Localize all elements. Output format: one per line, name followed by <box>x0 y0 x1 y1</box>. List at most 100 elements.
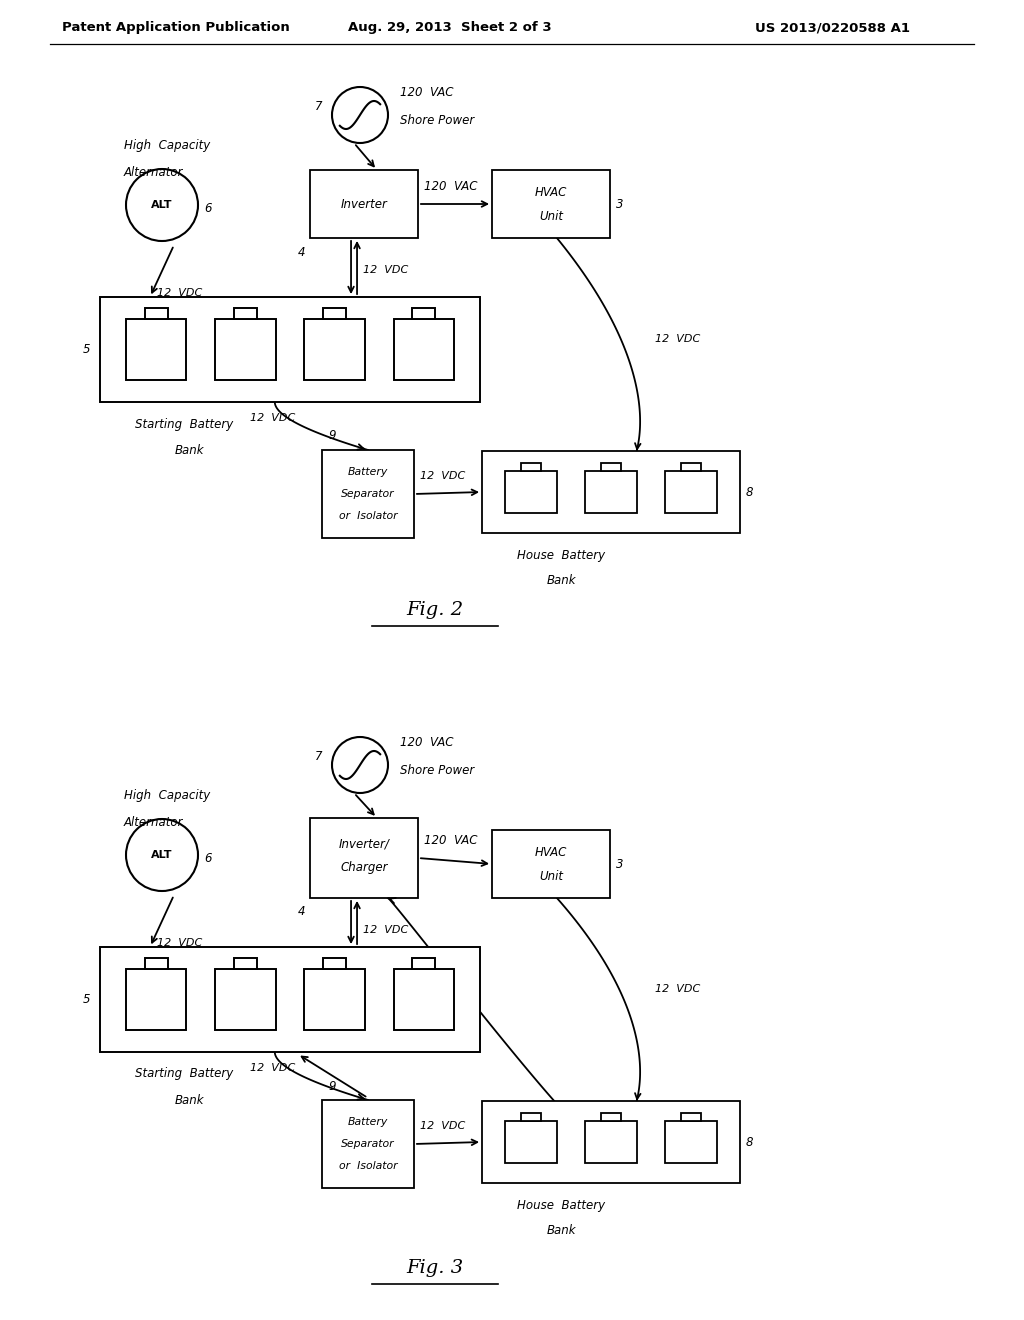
Bar <box>413 958 435 969</box>
Text: High  Capacity: High Capacity <box>124 788 210 801</box>
Text: Bank: Bank <box>547 1225 577 1238</box>
Text: 120  VAC: 120 VAC <box>400 87 454 99</box>
Text: Alternator: Alternator <box>124 816 183 829</box>
Text: 9: 9 <box>328 1080 336 1093</box>
Text: 12  VDC: 12 VDC <box>420 1121 465 1131</box>
Text: US 2013/0220588 A1: US 2013/0220588 A1 <box>755 21 910 34</box>
Text: Alternator: Alternator <box>124 165 183 178</box>
Text: Inverter: Inverter <box>341 198 387 210</box>
Text: House  Battery: House Battery <box>517 1199 605 1212</box>
Text: 6: 6 <box>204 851 212 865</box>
Bar <box>144 308 168 319</box>
Text: 12  VDC: 12 VDC <box>250 413 295 422</box>
Bar <box>482 1101 740 1183</box>
Text: 12  VDC: 12 VDC <box>655 334 700 345</box>
Text: HVAC: HVAC <box>535 186 567 198</box>
Bar <box>324 958 346 969</box>
Text: Separator: Separator <box>341 1139 395 1148</box>
Bar <box>665 471 717 513</box>
Text: or  Isolator: or Isolator <box>339 511 397 521</box>
Text: 8: 8 <box>746 1135 754 1148</box>
Bar <box>215 969 275 1030</box>
Bar <box>233 308 257 319</box>
Text: 6: 6 <box>204 202 212 214</box>
Text: 12  VDC: 12 VDC <box>655 983 700 994</box>
Bar <box>126 319 186 380</box>
Text: HVAC: HVAC <box>535 846 567 858</box>
Text: 4: 4 <box>298 906 305 919</box>
Text: Charger: Charger <box>340 862 388 874</box>
Text: 12  VDC: 12 VDC <box>420 471 465 480</box>
Text: 7: 7 <box>314 100 322 114</box>
Bar <box>665 1121 717 1163</box>
Text: 12  VDC: 12 VDC <box>364 265 409 275</box>
Text: 5: 5 <box>83 343 90 356</box>
Bar <box>310 170 418 238</box>
Bar <box>322 450 414 539</box>
Text: Fig. 3: Fig. 3 <box>407 1259 464 1276</box>
Text: 12  VDC: 12 VDC <box>250 1063 295 1073</box>
Text: 8: 8 <box>746 486 754 499</box>
Bar <box>505 471 557 513</box>
Bar <box>492 830 610 898</box>
Bar <box>126 969 186 1030</box>
Text: Battery: Battery <box>348 1117 388 1127</box>
Text: Battery: Battery <box>348 467 388 477</box>
Text: 4: 4 <box>298 246 305 259</box>
Text: Bank: Bank <box>175 1093 205 1106</box>
Text: Starting  Battery: Starting Battery <box>135 1068 233 1081</box>
Text: Starting  Battery: Starting Battery <box>135 417 233 430</box>
Text: Patent Application Publication: Patent Application Publication <box>62 21 290 34</box>
Text: Bank: Bank <box>175 444 205 457</box>
Text: Separator: Separator <box>341 488 395 499</box>
Bar <box>304 969 365 1030</box>
Text: 3: 3 <box>616 198 624 210</box>
Bar <box>521 1113 541 1121</box>
Text: ALT: ALT <box>152 201 173 210</box>
Bar <box>393 969 455 1030</box>
Text: 120  VAC: 120 VAC <box>424 833 477 846</box>
Text: Fig. 2: Fig. 2 <box>407 601 464 619</box>
Text: Shore Power: Shore Power <box>400 764 474 777</box>
Bar <box>100 946 480 1052</box>
Bar <box>310 818 418 898</box>
Bar <box>144 958 168 969</box>
Text: House  Battery: House Battery <box>517 549 605 561</box>
Text: 12  VDC: 12 VDC <box>157 288 203 298</box>
Bar <box>322 1100 414 1188</box>
Bar <box>215 319 275 380</box>
Bar <box>585 1121 637 1163</box>
Bar <box>304 319 365 380</box>
Bar <box>492 170 610 238</box>
Text: 3: 3 <box>616 858 624 870</box>
Text: 9: 9 <box>328 429 336 442</box>
Text: Aug. 29, 2013  Sheet 2 of 3: Aug. 29, 2013 Sheet 2 of 3 <box>348 21 552 34</box>
Text: 120  VAC: 120 VAC <box>400 737 454 750</box>
Bar <box>233 958 257 969</box>
Text: Unit: Unit <box>539 870 563 883</box>
Text: ALT: ALT <box>152 850 173 861</box>
Bar <box>393 319 455 380</box>
Bar <box>413 308 435 319</box>
Bar <box>601 1113 621 1121</box>
Text: High  Capacity: High Capacity <box>124 139 210 152</box>
Text: 12  VDC: 12 VDC <box>157 939 203 948</box>
Bar <box>521 463 541 471</box>
Bar <box>585 471 637 513</box>
Bar <box>681 463 700 471</box>
Bar <box>681 1113 700 1121</box>
Bar <box>482 451 740 533</box>
Text: 120  VAC: 120 VAC <box>424 180 477 193</box>
Text: Inverter/: Inverter/ <box>339 837 389 850</box>
Text: Bank: Bank <box>547 574 577 587</box>
Bar <box>505 1121 557 1163</box>
Text: 5: 5 <box>83 993 90 1006</box>
Text: or  Isolator: or Isolator <box>339 1162 397 1171</box>
Text: Shore Power: Shore Power <box>400 115 474 128</box>
Bar <box>100 297 480 403</box>
Text: 7: 7 <box>314 751 322 763</box>
Text: Unit: Unit <box>539 210 563 223</box>
Text: 12  VDC: 12 VDC <box>364 925 409 935</box>
Bar <box>324 308 346 319</box>
Bar <box>601 463 621 471</box>
